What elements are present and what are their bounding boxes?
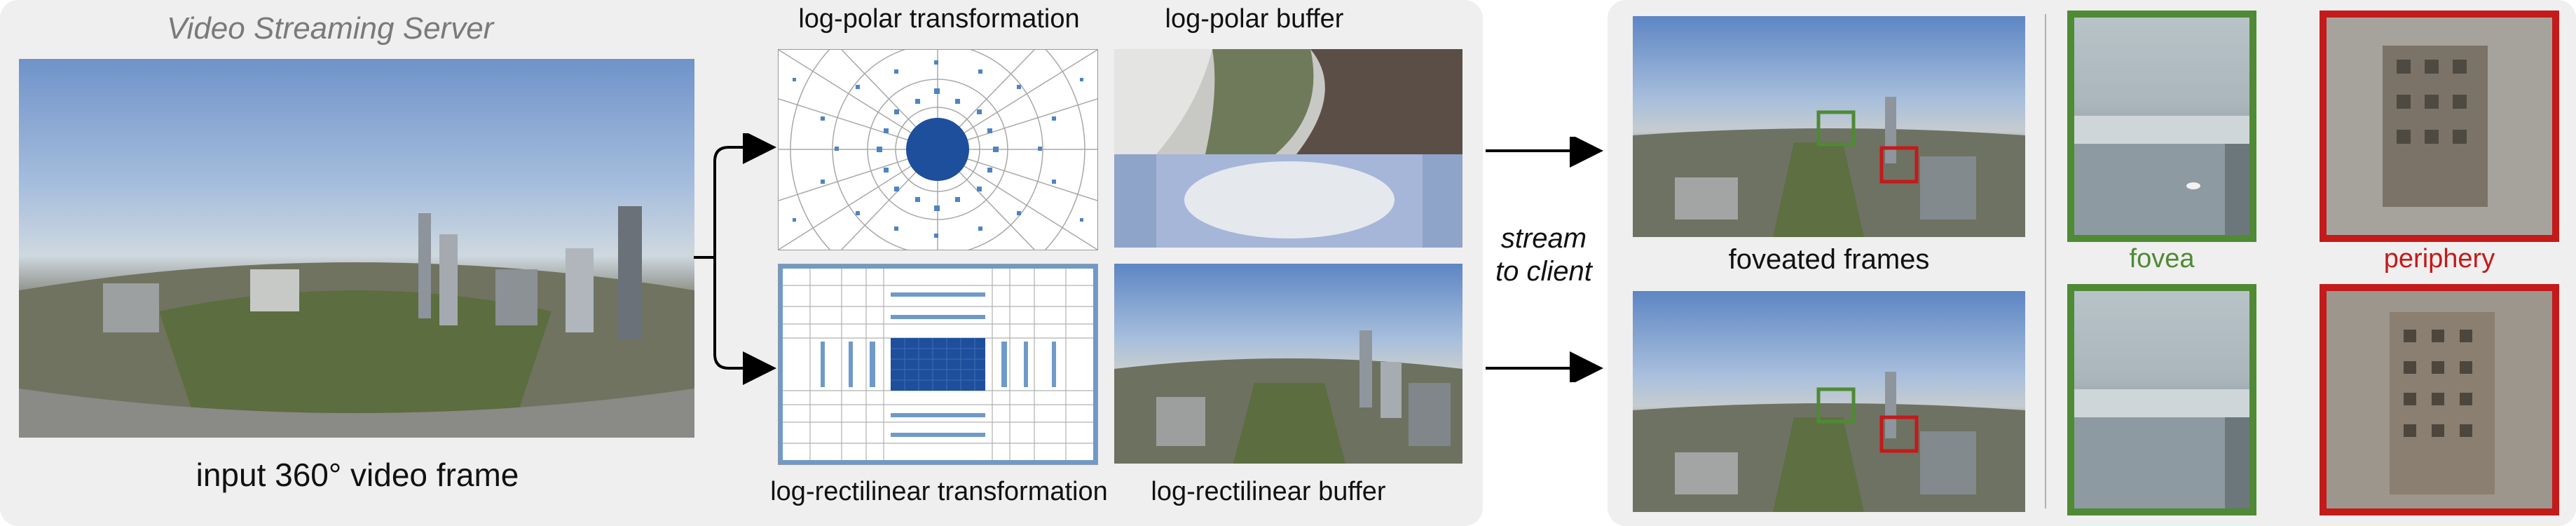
log-polar-buffer-label: log-polar buffer <box>1165 4 1344 34</box>
server-title: Video Streaming Server <box>167 11 494 46</box>
periphery-tile-top <box>2320 11 2559 242</box>
fovea-tile-top <box>2067 11 2256 242</box>
input-caption: input 360° video frame <box>196 457 519 493</box>
input-360-frame <box>19 59 694 438</box>
branch-arrows <box>694 133 776 385</box>
log-polar-transformation-label: log-polar transformation <box>798 4 1080 34</box>
stream-arrows <box>1486 137 1603 382</box>
fovea-tile-bottom <box>2067 284 2256 515</box>
log-rectilinear-buffer-image <box>1114 264 1462 464</box>
log-rectilinear-buffer-label: log-rectilinear buffer <box>1151 477 1386 506</box>
log-rectilinear-grid <box>778 264 1098 465</box>
fovea-label: fovea <box>2129 244 2195 274</box>
panorama-city-drawing <box>19 206 694 438</box>
foveated-frame-bottom <box>1633 291 2025 512</box>
log-polar-grid <box>778 49 1098 250</box>
foveated-frames-label: foveated frames <box>1728 244 1930 275</box>
log-polar-buffer-image <box>1114 49 1462 248</box>
stream-label-line2: to client <box>1495 256 1592 287</box>
foveated-frame-top <box>1633 16 2025 237</box>
periphery-tile-bottom <box>2320 284 2559 515</box>
stream-label-line1: stream <box>1500 223 1587 254</box>
log-rectilinear-transformation-label: log-rectilinear transformation <box>770 477 1108 506</box>
vertical-divider <box>2045 14 2046 508</box>
periphery-label: periphery <box>2383 244 2495 274</box>
